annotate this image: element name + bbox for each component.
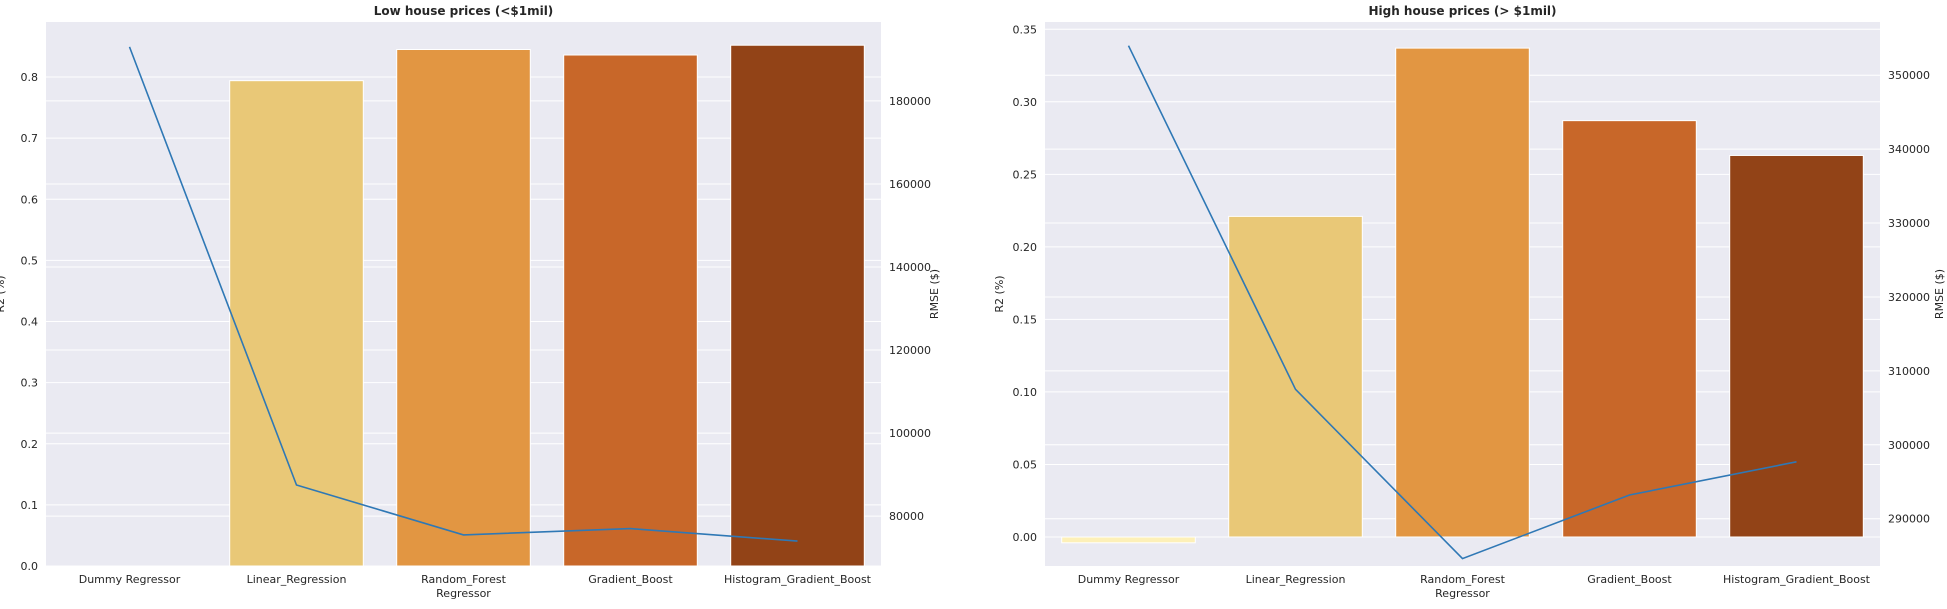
- y-right-tick-label: 340000: [1888, 143, 1930, 156]
- y-tick-label: 0.2: [21, 438, 39, 451]
- chart-panel-2: 0.00 0.05 0.10 0.15 0.20 0.25 0.30 0.35 290000 30…: [993, 4, 1946, 600]
- y-tick-label: 0.8: [21, 71, 39, 84]
- x-tick-label: Linear_Regression: [247, 573, 347, 586]
- y-tick-label: 0.20: [1013, 241, 1038, 254]
- y-axis-label-right: RMSE ($): [1933, 269, 1946, 319]
- x-tick-label: Dummy Regressor: [79, 573, 181, 586]
- x-tick-label: Histogram_Gradient_Boost: [1723, 573, 1871, 586]
- chart-title: Low house prices (<$1mil): [374, 4, 554, 18]
- y-axis-label-right: RMSE ($): [928, 269, 941, 319]
- y-tick-label: 0.25: [1013, 168, 1038, 181]
- y-tick-label: 0.0: [21, 560, 39, 573]
- y-right-tick-label: 140000: [889, 261, 931, 274]
- bar: [1229, 216, 1363, 537]
- y-tick-label: 0.00: [1013, 531, 1038, 544]
- bar: [564, 55, 698, 566]
- chart-title: High house prices (> $1mil): [1368, 4, 1556, 18]
- bar: [1062, 537, 1196, 543]
- y-tick-label: 0.10: [1013, 386, 1038, 399]
- bar: [1563, 121, 1697, 537]
- y-tick-label: 0.6: [21, 193, 39, 206]
- y-right-tick-label: 350000: [1888, 69, 1930, 82]
- bar: [1730, 155, 1864, 537]
- y-tick-label: 0.15: [1013, 313, 1038, 326]
- y-right-tick-label: 120000: [889, 344, 931, 357]
- y-right-tick-label: 300000: [1888, 439, 1930, 452]
- y-right-tick-label: 160000: [889, 178, 931, 191]
- y-tick-label: 0.05: [1013, 458, 1038, 471]
- y-right-tick-label: 320000: [1888, 291, 1930, 304]
- y-tick-label: 0.4: [21, 316, 39, 329]
- chart-panel-1: 0.0 0.1 0.2 0.3 0.4 0.5 0.6 0.7 0.8 80000 100000 12…: [0, 4, 941, 600]
- x-tick-label: Histogram_Gradient_Boost: [724, 573, 872, 586]
- y-axis-label: R2 (%): [0, 275, 7, 312]
- y-right-tick-label: 180000: [889, 95, 931, 108]
- y-tick-label: 0.5: [21, 254, 39, 267]
- x-tick-label: Gradient_Boost: [1587, 573, 1672, 586]
- y-tick-label: 0.3: [21, 377, 39, 390]
- y-tick-label: 0.7: [21, 132, 39, 145]
- y-right-tick-label: 310000: [1888, 365, 1930, 378]
- y-right-tick-label: 290000: [1888, 513, 1930, 526]
- bar: [230, 81, 364, 566]
- y-right-tick-label: 330000: [1888, 217, 1930, 230]
- y-tick-label: 0.1: [21, 499, 39, 512]
- y-axis-label: R2 (%): [993, 275, 1006, 312]
- x-tick-label: Dummy Regressor: [1078, 573, 1180, 586]
- y-right-tick-label: 100000: [889, 427, 931, 440]
- x-tick-label: Linear_Regression: [1246, 573, 1346, 586]
- y-right-tick-label: 80000: [889, 510, 924, 523]
- bar: [731, 45, 865, 566]
- y-tick-label: 0.35: [1013, 23, 1038, 36]
- bar: [1396, 48, 1530, 537]
- y-tick-label: 0.30: [1013, 96, 1038, 109]
- x-tick-label: Gradient_Boost: [588, 573, 673, 586]
- bar: [397, 50, 531, 566]
